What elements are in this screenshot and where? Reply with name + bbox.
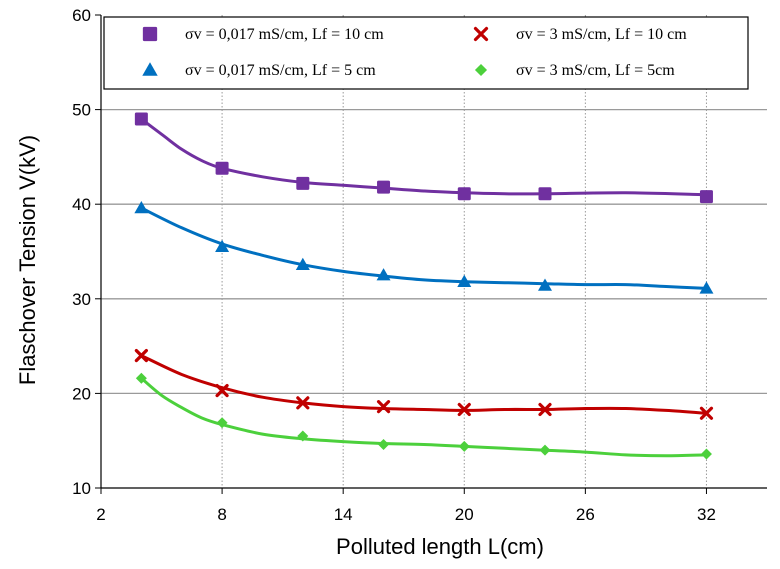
x-tick-label: 32 [697,505,716,524]
data-point [215,383,229,398]
legend-label: σv = 3 mS/cm, Lf = 10 cm [516,26,687,43]
legend-marker [473,26,489,42]
data-point [134,200,149,214]
x-tick-label: 26 [576,505,595,524]
x-tick-label: 20 [455,505,474,524]
data-markers [134,112,714,460]
data-point [699,406,714,420]
x-axis-title: Polluted length L(cm) [336,534,544,559]
y-tick-label: 30 [72,290,91,309]
legend-marker [474,63,488,77]
data-point [458,440,470,452]
data-point [457,187,471,201]
legend-label: σv = 0,017 mS/cm, Lf = 5 cm [185,62,376,79]
data-point [134,112,148,126]
data-point [377,180,391,194]
data-point [457,274,472,288]
legend-marker [142,62,158,76]
tick-labels: 10 20 30 40 50 60 2 8 14 20 26 32 [72,6,716,524]
data-point [538,402,552,417]
data-point [376,268,391,281]
grid [101,15,767,488]
data-point [699,190,713,204]
y-tick-label: 50 [72,101,91,120]
data-point [215,239,230,253]
data-point [297,430,309,442]
data-point [296,396,310,410]
data-point [699,281,714,294]
y-tick-label: 40 [72,195,91,214]
data-point [538,278,552,291]
legend: σv = 0,017 mS/cm, Lf = 10 cm σv = 0,017 m… [103,16,749,90]
fitted-curve [139,206,708,290]
data-point [134,348,148,363]
data-point [376,400,391,414]
axes [95,14,767,494]
legend-box [103,16,749,90]
data-point [700,448,712,460]
data-point [216,417,228,429]
data-point [378,438,390,450]
data-point [295,257,310,270]
x-tick-label: 2 [96,505,105,524]
x-tick-label: 14 [334,505,353,524]
fitted-curve [139,117,708,197]
legend-label: σv = 3 mS/cm, Lf = 5cm [516,62,675,79]
y-axis-title: Flaschover Tension V(kV) [15,135,40,385]
fitted-curve [139,354,708,415]
x-tick-label: 8 [217,505,226,524]
data-point [457,402,471,417]
data-point [539,444,551,456]
legend-label: σv = 0,017 mS/cm, Lf = 10 cm [185,26,384,43]
data-point [296,176,310,190]
legend-marker [142,26,158,42]
data-point [135,372,147,384]
data-point [215,161,229,175]
data-point [538,187,552,201]
y-tick-label: 10 [72,479,91,498]
y-tick-label: 60 [72,6,91,25]
y-tick-label: 20 [72,384,91,403]
